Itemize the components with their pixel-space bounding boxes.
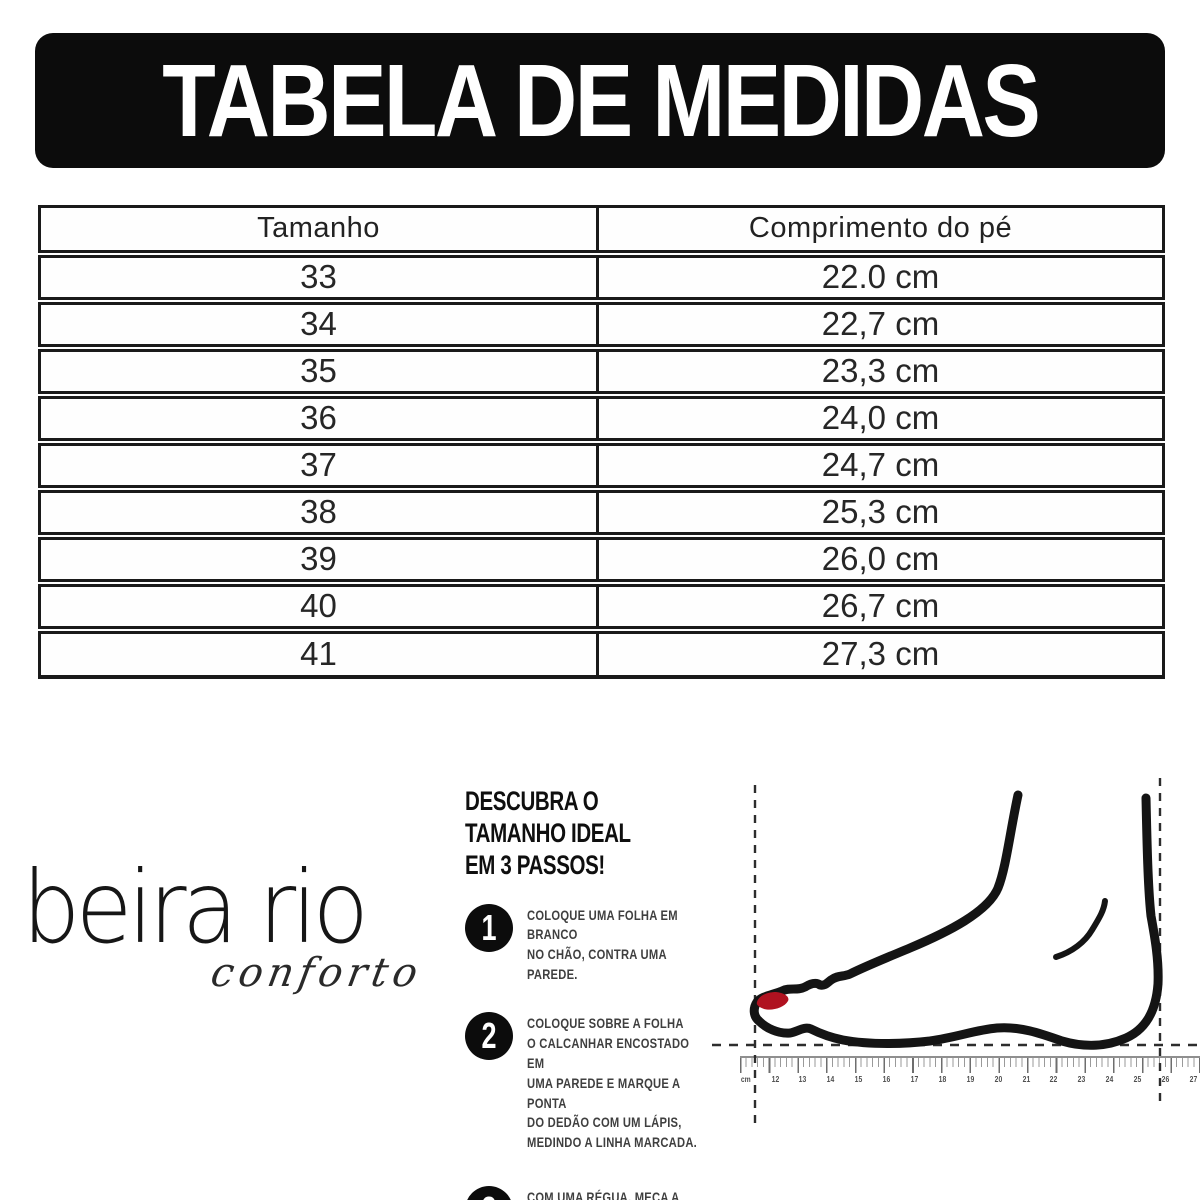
table-row: 34 22,7 cm xyxy=(38,300,1165,352)
step-1-number: 1 xyxy=(481,906,497,948)
length-cell: 22,7 cm xyxy=(596,300,1165,352)
size-cell: 37 xyxy=(38,441,599,493)
table-row: 38 25,3 cm xyxy=(38,488,1165,540)
foot-outline xyxy=(749,790,1163,1050)
table-row: 33 22.0 cm xyxy=(38,253,1165,305)
size-cell: 40 xyxy=(38,582,599,634)
size-cell: 41 xyxy=(38,629,599,679)
length-cell: 22.0 cm xyxy=(596,253,1165,305)
title-banner: TABELA DE MEDIDAS xyxy=(35,33,1165,168)
length-cell: 23,3 cm xyxy=(596,347,1165,399)
column-header-foot-length: Comprimento do pé xyxy=(596,205,1165,258)
size-cell: 35 xyxy=(38,347,599,399)
length-cell: 26,0 cm xyxy=(596,535,1165,587)
table-row: 37 24,7 cm xyxy=(38,441,1165,493)
step-2-number: 2 xyxy=(481,1015,497,1057)
ruler-label: 19 xyxy=(966,1075,975,1084)
size-cell: 38 xyxy=(38,488,599,540)
step-3-badge: 3 xyxy=(465,1186,513,1200)
ruler-label: 12 xyxy=(771,1075,779,1084)
ruler-label: 15 xyxy=(854,1075,863,1084)
ruler-numbers: cm 12 13 14 15 16 17 18 19 20 21 22 23 2… xyxy=(740,1075,1198,1084)
ruler-label: 20 xyxy=(994,1075,1002,1084)
ruler-label: 22 xyxy=(1050,1075,1058,1084)
step-2-badge: 2 xyxy=(465,1012,513,1061)
ruler-label: 21 xyxy=(1022,1075,1030,1084)
column-header-size: Tamanho xyxy=(38,205,599,258)
size-cell: 36 xyxy=(38,394,599,446)
brand-logo-name: beira rio xyxy=(22,849,369,966)
table-row: 41 27,3 cm xyxy=(38,629,1165,679)
ruler: cm 12 13 14 15 16 17 18 19 20 21 22 23 2… xyxy=(740,1056,1200,1084)
length-cell: 24,7 cm xyxy=(596,441,1165,493)
step-3-text: COM UMA RÉGUA, MEÇA A DISTÂNCIA MARCADA … xyxy=(527,1189,680,1200)
step-3-number: 3 xyxy=(481,1192,496,1200)
step-item-1: 1 COLOQUE UMA FOLHA EM BRANCO NO CHÃO, C… xyxy=(465,903,750,986)
steps-section: DESCUBRA O TAMANHO IDEAL EM 3 PASSOS! 1 … xyxy=(465,786,750,1200)
ruler-label: 18 xyxy=(938,1075,947,1084)
step-2-text: COLOQUE SOBRE A FOLHA O CALCANHAR ENCOST… xyxy=(527,1015,698,1151)
ruler-label: 14 xyxy=(826,1075,835,1084)
inner-ankle-line xyxy=(1053,898,1108,960)
ruler-label: 13 xyxy=(799,1075,807,1084)
foot-illustration xyxy=(700,770,1200,1200)
size-table: Tamanho Comprimento do pé 33 22.0 cm 34 … xyxy=(38,205,1165,679)
table-row: 39 26,0 cm xyxy=(38,535,1165,587)
size-cell: 39 xyxy=(38,535,599,587)
ruler-label: 17 xyxy=(910,1075,919,1084)
step-item-2: 2 COLOQUE SOBRE A FOLHA O CALCANHAR ENCO… xyxy=(465,1011,750,1153)
size-cell: 33 xyxy=(38,253,599,305)
ruler-label: 27 xyxy=(1189,1075,1198,1084)
length-cell: 24,0 cm xyxy=(596,394,1165,446)
length-cell: 26,7 cm xyxy=(596,582,1165,634)
table-header-row: Tamanho Comprimento do pé xyxy=(38,205,1165,258)
brand-logo-tagline: conforto xyxy=(207,950,427,996)
steps-heading: DESCUBRA O TAMANHO IDEAL EM 3 PASSOS! xyxy=(465,786,631,880)
toenail-shape xyxy=(756,992,789,1010)
table-row: 40 26,7 cm xyxy=(38,582,1165,634)
ruler-label: cm xyxy=(740,1075,751,1084)
ruler-label: 25 xyxy=(1133,1075,1142,1084)
size-cell: 34 xyxy=(38,300,599,352)
length-cell: 25,3 cm xyxy=(596,488,1165,540)
table-row: 35 23,3 cm xyxy=(38,347,1165,399)
step-1-text: COLOQUE UMA FOLHA EM BRANCO NO CHÃO, CON… xyxy=(527,906,678,983)
foot-diagram-svg xyxy=(712,778,1200,1125)
ruler-label: 16 xyxy=(882,1075,891,1084)
ruler-label: 23 xyxy=(1078,1075,1086,1084)
brand-logo: beira rio conforto xyxy=(22,849,426,997)
table-row: 36 24,0 cm xyxy=(38,394,1165,446)
ruler-label: 26 xyxy=(1161,1075,1170,1084)
step-1-badge: 1 xyxy=(465,903,513,952)
ruler-label: 24 xyxy=(1105,1075,1114,1084)
length-cell: 27,3 cm xyxy=(596,629,1165,679)
page-title: TABELA DE MEDIDAS xyxy=(162,43,1040,158)
step-item-3: 3 COM UMA RÉGUA, MEÇA A DISTÂNCIA MARCAD… xyxy=(465,1185,750,1200)
